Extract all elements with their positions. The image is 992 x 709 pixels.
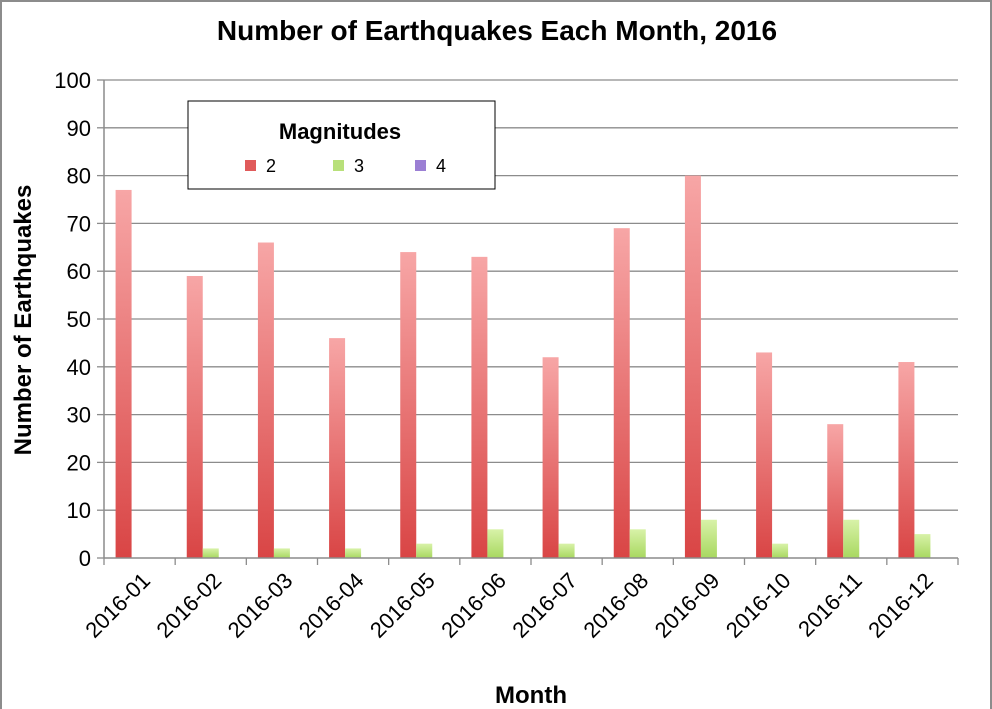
x-tick-label: 2016-09	[650, 568, 725, 643]
bar-mag2-2016-07	[542, 357, 559, 558]
bar-mag2-2016-12	[898, 362, 915, 558]
bar-mag3-2016-11	[843, 519, 860, 558]
x-tick-label: 2016-01	[80, 568, 155, 643]
y-tick-label: 10	[67, 498, 91, 523]
bar-mag3-2016-02	[202, 548, 219, 558]
y-tick-label: 70	[67, 211, 91, 236]
legend-items: 2 3 4	[245, 156, 446, 176]
x-tick-label: 2016-12	[863, 568, 938, 643]
x-tick-label: 2016-03	[223, 568, 298, 643]
x-axis-title: Month	[495, 682, 567, 709]
bar-mag2-2016-11	[827, 424, 844, 558]
bar-mag3-2016-05	[416, 543, 433, 558]
bar-mag2-2016-04	[329, 338, 346, 558]
legend-title: Magnitudes	[279, 119, 401, 144]
bar-mag3-2016-07	[558, 543, 575, 558]
bar-mag3-2016-03	[273, 548, 290, 558]
y-axis-title: Number of Earthquakes	[10, 185, 37, 456]
legend-label-2: 2	[266, 156, 276, 176]
bar-mag3-2016-09	[700, 519, 717, 558]
bar-mag2-2016-05	[400, 252, 417, 558]
x-tick-label: 2016-10	[721, 568, 796, 643]
bar-mag2-2016-08	[613, 228, 630, 558]
y-tick-label: 40	[67, 355, 91, 380]
x-tick-label: 2016-05	[365, 568, 440, 643]
bar-mag3-2016-12	[914, 534, 931, 558]
x-tick-labels: 2016-012016-022016-032016-042016-052016-…	[80, 568, 938, 643]
x-tick-label: 2016-07	[507, 568, 582, 643]
legend-swatch-3	[333, 160, 344, 171]
x-tick-label: 2016-02	[152, 568, 227, 643]
bar-mag2-2016-01	[115, 189, 132, 558]
y-tick-label: 100	[54, 68, 91, 93]
bar-mag2-2016-09	[684, 175, 701, 558]
y-tick-label: 30	[67, 403, 91, 428]
y-tick-label: 60	[67, 259, 91, 284]
x-tick-label: 2016-11	[793, 568, 867, 642]
y-tick-label: 20	[67, 450, 91, 475]
x-tick-label: 2016-06	[436, 568, 511, 643]
legend-label-4: 4	[436, 156, 446, 176]
y-tick-label: 50	[67, 307, 91, 332]
bar-mag3-2016-06	[487, 529, 504, 558]
bar-mag2-2016-06	[471, 256, 488, 558]
legend-label-3: 3	[354, 156, 364, 176]
x-tick-label: 2016-04	[294, 568, 369, 643]
legend-swatch-2	[245, 160, 256, 171]
y-tick-label: 80	[67, 164, 91, 189]
x-tick-label: 2016-08	[579, 568, 654, 643]
legend-box	[187, 100, 496, 190]
bars-group	[115, 175, 931, 558]
bar-mag3-2016-04	[345, 548, 362, 558]
chart-title: Number of Earthquakes Each Month, 2016	[217, 15, 777, 46]
y-tick-labels: 0 10 20 30 40 50 60 70 80 90 100	[54, 68, 91, 571]
gridlines	[97, 79, 958, 559]
bar-mag2-2016-10	[756, 352, 773, 558]
axes-group	[103, 80, 959, 565]
bar-mag3-2016-10	[772, 543, 789, 558]
legend: Magnitudes 2 3 4	[187, 100, 496, 190]
bar-mag3-2016-08	[629, 529, 646, 558]
legend-swatch-4	[415, 160, 426, 171]
bar-mag2-2016-02	[186, 275, 203, 558]
bar-mag2-2016-03	[257, 242, 274, 558]
y-tick-label: 0	[79, 546, 91, 571]
y-tick-label: 90	[67, 116, 91, 141]
